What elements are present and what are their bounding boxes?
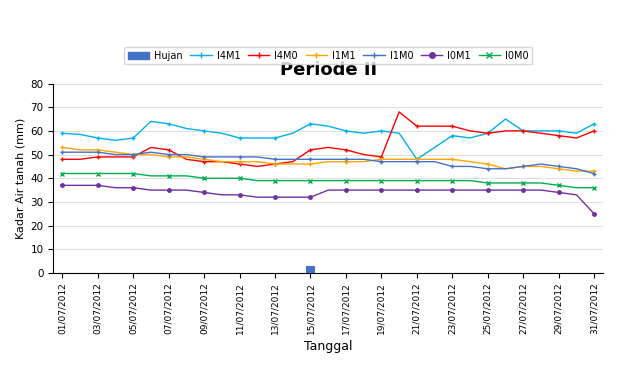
Y-axis label: Kadar Air tanah (mm): Kadar Air tanah (mm) bbox=[15, 118, 25, 239]
Bar bbox=[306, 266, 315, 273]
Title: Periode II: Periode II bbox=[279, 61, 377, 79]
X-axis label: Tanggal: Tanggal bbox=[304, 340, 352, 353]
Legend: Hujan, I4M1, I4M0, I1M1, I1M0, I0M1, I0M0: Hujan, I4M1, I4M0, I1M1, I1M0, I0M1, I0M… bbox=[124, 47, 533, 64]
